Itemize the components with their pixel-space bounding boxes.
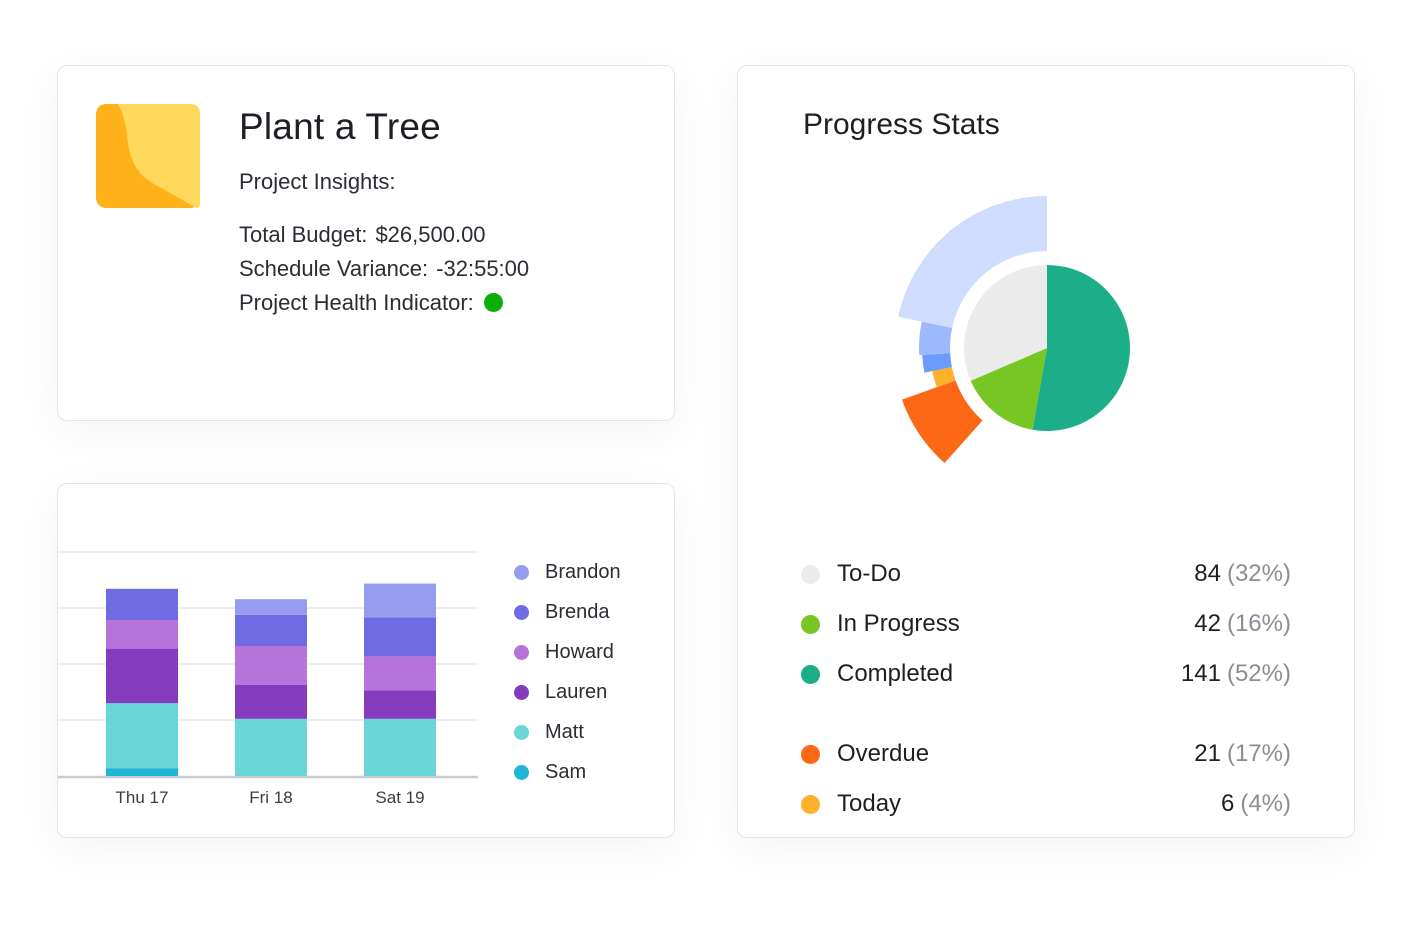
sticky-note-icon [96, 104, 200, 208]
bar-segment-lauren-fri-18[interactable] [235, 685, 307, 719]
pie-slice-completed[interactable] [1032, 265, 1130, 431]
bar-segment-howard-fri-18[interactable] [235, 646, 307, 685]
legend-item-sam[interactable]: Sam [514, 752, 621, 792]
legend-label: Brandon [545, 560, 621, 583]
bar-segment-brenda-sat-19[interactable] [364, 617, 436, 657]
bar-segment-brenda-fri-18[interactable] [235, 614, 307, 646]
status-percent: (32%) [1226, 560, 1291, 587]
legend-dot [514, 564, 529, 580]
workload-chart-card: Thu 17 Fri 18 Sat 19 Brandon Brenda Howard La… [57, 483, 675, 838]
ring-segment-to-do-soon[interactable] [922, 353, 952, 373]
bar-segment-lauren-thu-17[interactable] [106, 648, 178, 704]
legend-item-brandon[interactable]: Brandon [514, 552, 621, 592]
bar-segment-howard-thu-17[interactable] [106, 620, 178, 649]
status-percent: (17%) [1226, 740, 1291, 767]
status-count: 84 [1194, 560, 1221, 587]
bar-segment-matt-thu-17[interactable] [106, 703, 178, 769]
health-status-dot [483, 293, 503, 312]
project-title: Plant a Tree [239, 106, 441, 147]
legend-dot [514, 604, 529, 620]
bar-segment-brenda-thu-17[interactable] [106, 588, 178, 620]
status-row-to-do[interactable]: To-Do 84 (32%) [801, 558, 1291, 590]
legend-label: Sam [545, 760, 587, 783]
progress-donut-chart [898, 196, 1130, 464]
x-tick-label: Fri 18 [249, 788, 292, 807]
status-percent: (52%) [1226, 660, 1291, 687]
project-insights-card: Plant a Tree Project Insights: Total Bud… [57, 65, 675, 421]
status-percent: (16%) [1226, 610, 1291, 637]
total-budget-value: $26,500.00 [375, 222, 486, 247]
legend-item-matt[interactable]: Matt [514, 712, 621, 752]
legend-item-howard[interactable]: Howard [514, 632, 621, 672]
health-indicator-row: Project Health Indicator: [239, 290, 503, 316]
health-indicator-label: Project Health Indicator: [239, 290, 474, 315]
status-count: 141 [1180, 660, 1221, 687]
status-dot [801, 744, 820, 764]
status-row-in-progress[interactable]: In Progress 42 (16%) [801, 608, 1291, 640]
schedule-variance-label: Schedule Variance: [239, 256, 429, 281]
legend-dot [514, 684, 529, 700]
insights-heading: Project Insights: [239, 169, 396, 194]
total-budget-label: Total Budget: [239, 222, 368, 247]
status-label: To-Do [837, 560, 902, 587]
total-budget-row: Total Budget: $26,500.00 [239, 222, 486, 248]
ring-segment-overdue[interactable] [901, 380, 983, 464]
schedule-variance-value: -32:55:00 [436, 256, 530, 281]
status-count: 21 [1194, 740, 1221, 767]
status-label: Completed [837, 660, 954, 687]
legend-item-lauren[interactable]: Lauren [514, 672, 621, 712]
legend-dot [514, 764, 529, 780]
bar-segment-matt-fri-18[interactable] [235, 718, 307, 776]
pie-slice-in-progress[interactable] [970, 348, 1047, 430]
status-dot [801, 664, 820, 684]
status-count: 6 [1220, 790, 1235, 817]
bar-segment-matt-sat-19[interactable] [364, 718, 436, 776]
x-tick-label: Thu 17 [116, 788, 169, 807]
progress-stats-card: Progress Stats To-Do 84 (32%) In Progress 42… [737, 65, 1355, 838]
status-dot [801, 794, 820, 814]
legend-dot [514, 644, 529, 660]
bar-segment-sam-thu-17[interactable] [106, 768, 178, 776]
legend-dot [514, 724, 529, 740]
status-row-today[interactable]: Today 6 (4%) [801, 788, 1291, 820]
status-row-overdue[interactable]: Overdue 21 (17%) [801, 738, 1291, 770]
stacked-bar-chart: Thu 17 Fri 18 Sat 19 [58, 551, 478, 807]
legend-item-brenda[interactable]: Brenda [514, 592, 621, 632]
status-label: In Progress [837, 610, 960, 637]
status-count: 42 [1194, 610, 1221, 637]
status-label: Today [837, 790, 902, 817]
bar-segment-brandon-fri-18[interactable] [235, 599, 307, 615]
status-dot [801, 564, 820, 584]
ring-segment-to-do-future[interactable] [898, 196, 1047, 328]
status-row-completed[interactable]: Completed 141 (52%) [801, 658, 1291, 690]
status-label: Overdue [837, 740, 930, 767]
pie-slice-to-do[interactable] [964, 265, 1047, 381]
legend-label: Lauren [545, 680, 608, 703]
bar-segment-brandon-sat-19[interactable] [364, 583, 436, 618]
status-percent: (4%) [1240, 790, 1291, 817]
ring-segment-today[interactable] [932, 367, 956, 388]
progress-stats-title: Progress Stats [803, 108, 1000, 141]
ring-segment-to-do-upcoming[interactable] [919, 321, 953, 356]
legend-label: Brenda [545, 600, 610, 623]
legend-label: Matt [545, 720, 584, 743]
chart-legend: Brandon Brenda Howard Lauren Matt Sam [514, 552, 621, 792]
schedule-variance-row: Schedule Variance: -32:55:00 [239, 256, 529, 282]
status-dot [801, 614, 820, 634]
bar-segment-howard-sat-19[interactable] [364, 656, 436, 691]
legend-label: Howard [545, 640, 614, 663]
x-tick-label: Sat 19 [375, 788, 424, 807]
bar-segment-lauren-sat-19[interactable] [364, 690, 436, 719]
